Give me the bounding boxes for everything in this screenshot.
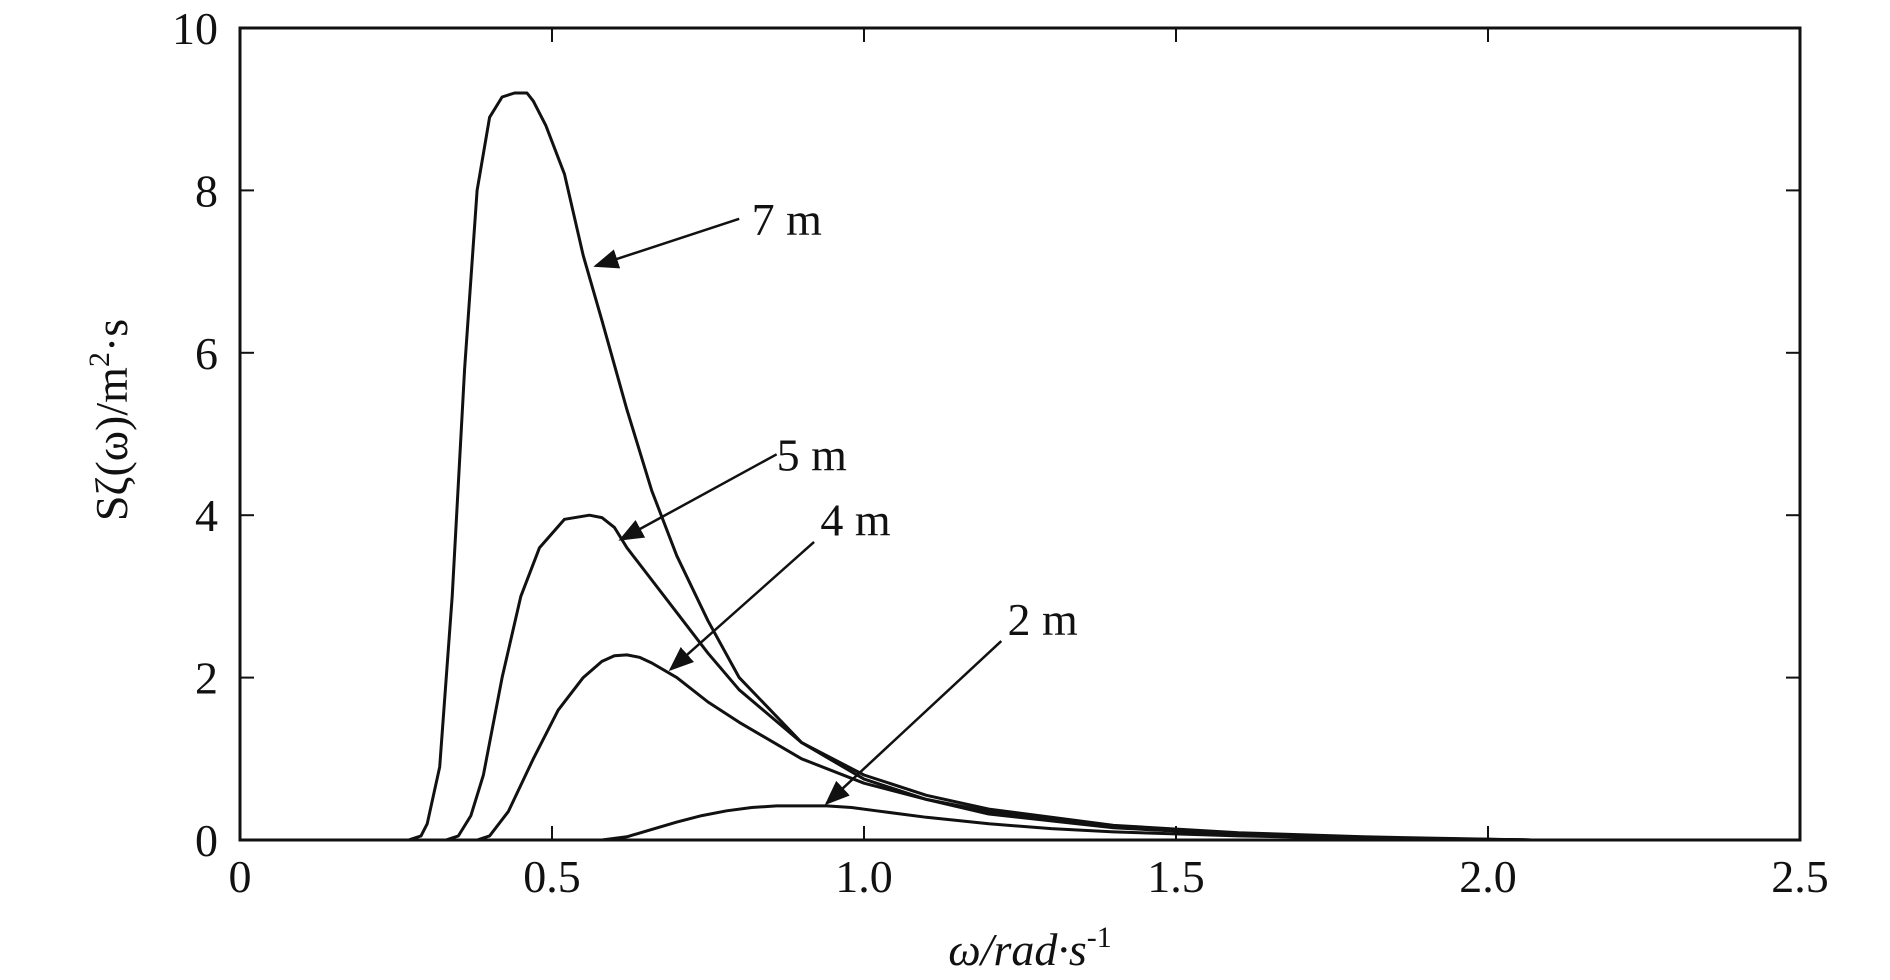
y-tick-label: 8 [195,165,218,216]
annotation-label-2m: 2 m [1008,594,1079,645]
series-line-5m [363,513,1534,842]
series-line-2m [363,804,1534,842]
x-tick-label: 2.5 [1771,851,1829,902]
annotation-arrow-4m [668,541,815,672]
y-axis-label-tail: ·s [86,319,137,352]
annotation-arrow-2m [824,640,1003,806]
y-axis-label-main: Sζ(ω)/m [86,367,137,521]
annotation-label-4m: 4 m [820,494,891,545]
annotations: 7 m 5 m 4 m 2 m [593,194,1079,806]
y-axis-label-sup: 2 [83,352,116,367]
annotation-label-5m: 5 m [777,429,848,480]
x-axis-label-main: ω/rad·s [948,924,1087,975]
x-axis-label: ω/rad·s-1 [948,921,1112,975]
series-lines [363,91,1534,842]
series-line-4m [363,653,1534,842]
y-ticks: 0 2 4 6 8 10 [172,3,1800,866]
x-tick-label: 0 [229,851,252,902]
plot-frame [238,26,1802,842]
x-tick-label: 1.0 [835,851,893,902]
y-axis-label: Sζ(ω)/m2·s [83,319,137,521]
y-tick-label: 6 [195,328,218,379]
annotation-arrow-5m [618,453,778,541]
x-axis-label-sup: -1 [1087,921,1112,954]
x-tick-label: 1.5 [1147,851,1205,902]
x-tick-label: 2.0 [1459,851,1517,902]
x-tick-label: 0.5 [523,851,581,902]
y-tick-label: 0 [195,815,218,866]
x-ticks: 0 0.5 1.0 1.5 2.0 2.5 [229,28,1829,902]
y-tick-label: 10 [172,3,218,54]
y-tick-label: 4 [195,490,218,541]
annotation-label-7m: 7 m [752,194,823,245]
y-tick-label: 2 [195,653,218,704]
annotation-arrow-7m [593,217,740,269]
series-line-7m [363,91,1534,842]
plot-frame-border [238,26,1802,842]
